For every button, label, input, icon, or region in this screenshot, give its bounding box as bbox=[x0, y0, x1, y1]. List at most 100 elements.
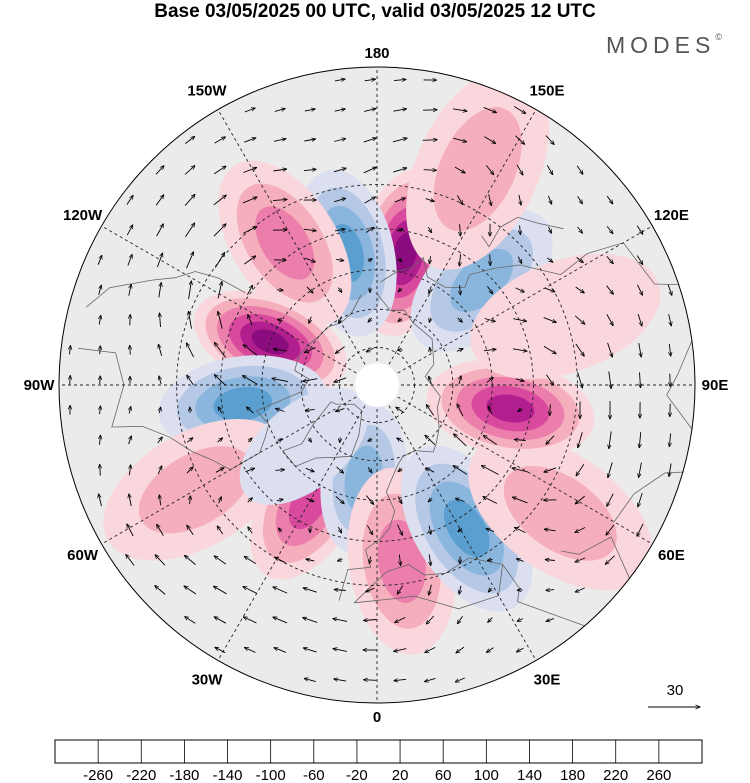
wind-vector bbox=[248, 315, 253, 326]
wind-vector bbox=[333, 619, 348, 622]
wind-vector bbox=[637, 313, 642, 326]
wind-vector bbox=[515, 527, 526, 534]
wind-vector bbox=[578, 432, 583, 447]
colorbar-tick-label: -260 bbox=[83, 767, 113, 783]
wind-vector bbox=[545, 287, 555, 292]
wind-vector bbox=[217, 438, 222, 443]
wind-vector bbox=[457, 404, 464, 417]
colorbar-tick-label: -220 bbox=[126, 767, 156, 783]
longitude-labels: 180 150E 120E 90E 60E 30E 0 30W 60W 90W 120W 150W bbox=[24, 45, 729, 726]
wind-vector bbox=[304, 257, 316, 262]
meridian-line bbox=[211, 99, 378, 386]
wind-vector bbox=[515, 379, 524, 381]
wind-vector bbox=[127, 255, 132, 266]
wind-vector bbox=[303, 648, 317, 653]
wind-vector bbox=[273, 617, 288, 624]
meridian-line bbox=[376, 219, 663, 386]
wind-vector bbox=[276, 499, 283, 500]
wind-vector bbox=[364, 197, 376, 204]
wind-vector bbox=[606, 256, 613, 263]
wind-vector bbox=[546, 257, 553, 262]
wind-vector bbox=[100, 346, 101, 355]
wind-vector bbox=[366, 525, 372, 534]
colorbar-tick-label: 180 bbox=[560, 767, 585, 783]
wind-vector bbox=[334, 139, 345, 142]
wind-vector bbox=[364, 680, 377, 681]
wind-vector bbox=[517, 256, 521, 264]
wind-vector bbox=[188, 281, 192, 300]
wind-vector bbox=[336, 408, 345, 412]
wind-vector bbox=[425, 199, 435, 202]
wind-vector bbox=[157, 437, 163, 444]
wind-vector bbox=[490, 254, 491, 266]
wind-vector bbox=[304, 139, 315, 141]
map-border bbox=[58, 66, 696, 704]
wind-vector bbox=[576, 257, 584, 262]
wind-vector bbox=[399, 554, 400, 566]
longitude-label: 90E bbox=[702, 377, 729, 394]
wind-vector bbox=[309, 316, 311, 324]
wind-vector bbox=[544, 467, 557, 472]
wind-vector bbox=[393, 109, 407, 112]
wind-vector bbox=[276, 409, 285, 412]
wind-vector bbox=[303, 378, 318, 382]
wind-vector bbox=[669, 343, 670, 356]
vector-reference: 30 bbox=[648, 682, 700, 707]
wind-vector bbox=[430, 348, 431, 353]
wind-vector bbox=[575, 557, 586, 562]
wind-vector bbox=[456, 195, 462, 204]
wind-vector bbox=[456, 349, 463, 352]
wind-vector bbox=[365, 228, 374, 233]
wind-vector bbox=[155, 166, 164, 175]
wind-vector bbox=[338, 287, 342, 293]
wind-vector bbox=[520, 225, 521, 234]
wind-vector bbox=[425, 677, 436, 681]
wind-vector bbox=[126, 195, 133, 205]
wind-vector bbox=[397, 229, 403, 231]
wind-vector bbox=[213, 195, 226, 206]
wind-vector bbox=[157, 524, 164, 536]
wind-vector bbox=[184, 166, 195, 175]
wind-vector bbox=[126, 555, 135, 566]
wind-vector bbox=[484, 318, 496, 322]
wind-vector bbox=[215, 647, 226, 654]
wind-vector bbox=[667, 284, 672, 296]
vector-reference-label: 30 bbox=[667, 682, 684, 699]
wind-vector bbox=[184, 194, 195, 206]
wind-vector bbox=[339, 316, 342, 323]
wind-vector bbox=[243, 587, 258, 594]
wind-vector bbox=[459, 376, 461, 385]
wind-vector bbox=[546, 165, 552, 174]
wind-vector bbox=[487, 285, 492, 294]
wind-vector bbox=[455, 499, 465, 502]
wind-vector bbox=[155, 555, 166, 566]
wind-vector bbox=[637, 284, 643, 295]
wind-vector bbox=[453, 137, 466, 142]
wind-vector bbox=[304, 109, 315, 111]
wind-vector bbox=[243, 376, 258, 385]
latitude-circle bbox=[300, 308, 454, 462]
coastline bbox=[380, 242, 695, 523]
wind-vector bbox=[213, 166, 226, 175]
wind-vector bbox=[514, 440, 526, 441]
wind-vector bbox=[606, 524, 615, 535]
wind-vector bbox=[334, 198, 345, 203]
wind-vector bbox=[99, 494, 102, 507]
wind-vector bbox=[156, 224, 164, 237]
coastline bbox=[78, 294, 362, 471]
wind-vector bbox=[247, 285, 252, 296]
wind-vector bbox=[398, 258, 402, 261]
wind-vector bbox=[368, 439, 373, 441]
wind-vector bbox=[574, 315, 585, 324]
wind-vector bbox=[186, 467, 193, 474]
wind-vector bbox=[99, 285, 102, 295]
meridian-line bbox=[211, 384, 378, 671]
wind-vector bbox=[512, 468, 529, 473]
wind-vector bbox=[638, 492, 643, 507]
wind-vector bbox=[333, 649, 347, 652]
wind-vector bbox=[303, 618, 318, 623]
wind-vector bbox=[575, 527, 586, 533]
wind-vector bbox=[303, 229, 316, 231]
wind-vector bbox=[606, 314, 613, 325]
wind-vector bbox=[334, 79, 345, 81]
